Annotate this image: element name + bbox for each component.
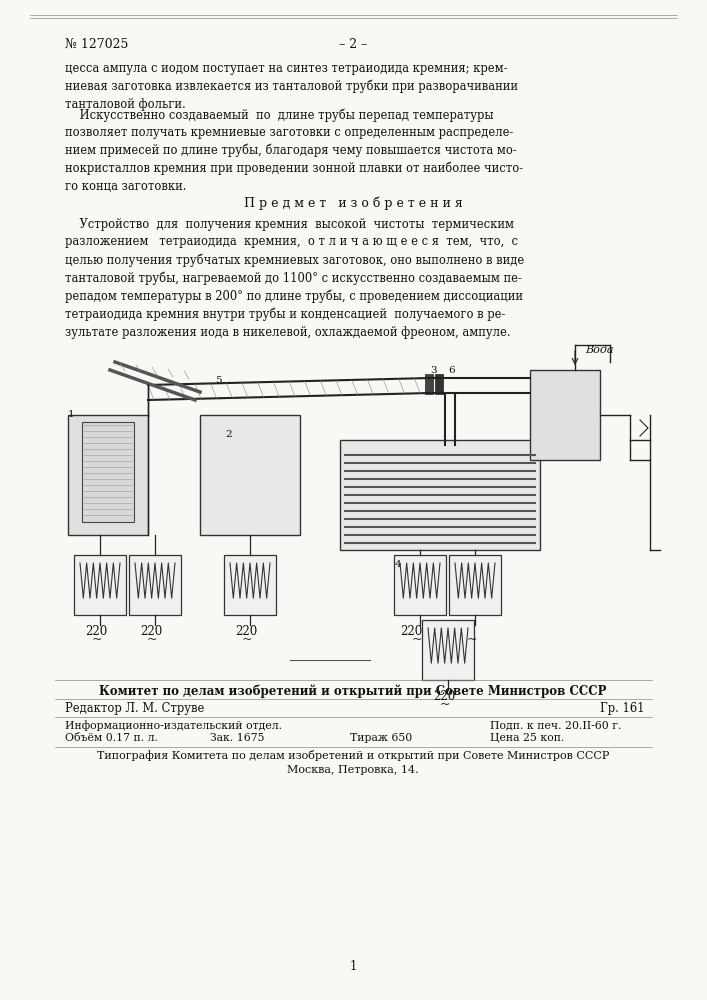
Bar — [340, 440, 540, 550]
Text: 220: 220 — [400, 625, 422, 638]
Text: 4: 4 — [395, 560, 402, 569]
Text: Цена 25 коп.: Цена 25 коп. — [490, 733, 564, 743]
Text: 220: 220 — [433, 690, 455, 703]
Text: Искусственно создаваемый  по  длине трубы перепад температуры
позволяет получать: Искусственно создаваемый по длине трубы … — [65, 108, 523, 193]
Text: 220: 220 — [235, 625, 257, 638]
Text: 1: 1 — [349, 960, 357, 973]
Text: Тираж 650: Тираж 650 — [350, 733, 412, 743]
Text: Вода: Вода — [585, 345, 614, 355]
Bar — [425, 374, 433, 394]
Text: 3: 3 — [430, 366, 437, 375]
Bar — [74, 555, 126, 615]
Text: цесса ампула с иодом поступает на синтез тетраиодида кремния; крем-
ниевая загот: цесса ампула с иодом поступает на синтез… — [65, 62, 518, 111]
Text: ~: ~ — [147, 633, 158, 646]
Bar — [129, 555, 181, 615]
Text: Редактор Л. М. Струве: Редактор Л. М. Струве — [65, 702, 204, 715]
Text: Типография Комитета по делам изобретений и открытий при Совете Министров СССР
Мо: Типография Комитета по делам изобретений… — [97, 750, 609, 775]
Text: 220: 220 — [85, 625, 107, 638]
Text: Гр. 161: Гр. 161 — [600, 702, 645, 715]
Bar — [82, 422, 134, 522]
Bar — [422, 620, 474, 680]
Text: 6: 6 — [448, 366, 455, 375]
Bar — [435, 374, 443, 394]
Text: 220: 220 — [140, 625, 162, 638]
Bar — [200, 415, 300, 535]
Text: 5: 5 — [215, 376, 221, 385]
Text: Комитет по делам изобретений и открытий при Совете Министров СССР: Комитет по делам изобретений и открытий … — [99, 685, 607, 698]
Text: ~: ~ — [467, 633, 477, 646]
Text: ~: ~ — [92, 633, 103, 646]
Text: П р е д м е т   и з о б р е т е н и я: П р е д м е т и з о б р е т е н и я — [244, 197, 462, 211]
Bar — [394, 555, 446, 615]
Text: ~: ~ — [412, 633, 423, 646]
Bar — [68, 415, 148, 535]
Text: – 2 –: – 2 – — [339, 38, 367, 51]
Text: Информационно-издательский отдел.: Информационно-издательский отдел. — [65, 720, 282, 731]
Bar — [449, 555, 501, 615]
Text: № 127025: № 127025 — [65, 38, 129, 51]
Text: Устройство  для  получения кремния  высокой  чистоты  термическим
разложением   : Устройство для получения кремния высокой… — [65, 218, 525, 339]
Text: Объём 0.17 п. л.: Объём 0.17 п. л. — [65, 733, 158, 743]
Text: 1: 1 — [68, 410, 75, 419]
Text: 2: 2 — [225, 430, 232, 439]
Text: ~: ~ — [440, 698, 450, 711]
Bar — [224, 555, 276, 615]
Text: Зак. 1675: Зак. 1675 — [210, 733, 264, 743]
Text: Подп. к печ. 20.II-60 г.: Подп. к печ. 20.II-60 г. — [490, 720, 621, 730]
Text: ~: ~ — [242, 633, 252, 646]
Bar — [530, 370, 600, 460]
